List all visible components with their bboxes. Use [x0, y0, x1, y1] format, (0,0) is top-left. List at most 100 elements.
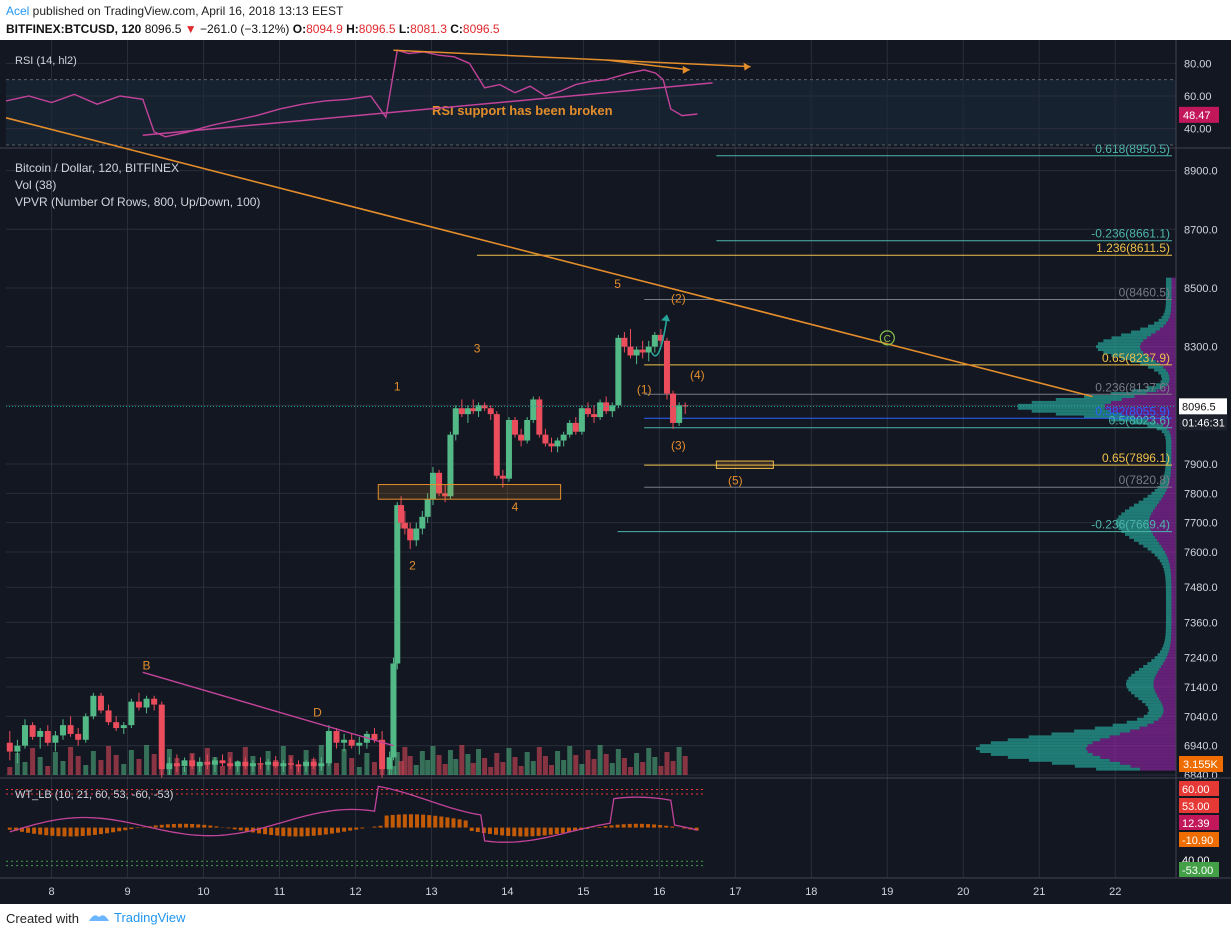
x-tick-label: 12 — [349, 886, 361, 898]
vpvr-up-bar — [1028, 735, 1110, 739]
vpvr-down-bar — [1100, 738, 1176, 742]
open-label: O: — [292, 22, 307, 36]
osc-histogram-bar — [487, 827, 492, 834]
symbol: BITFINEX:BTCUSD, 120 — [6, 22, 142, 36]
vpvr-down-bar — [1171, 289, 1176, 293]
vpvr-down-bar — [1169, 480, 1176, 484]
osc-badge-5 — [1179, 862, 1219, 877]
osc-histogram-bar — [524, 827, 529, 837]
change: −261.0 (−3.12%) — [199, 22, 290, 36]
candle-body — [204, 761, 211, 765]
vpvr-up-bar — [1165, 292, 1172, 296]
vpvr-up-bar — [1154, 368, 1167, 372]
candle-body — [257, 763, 264, 765]
author-link[interactable]: Acel — [6, 4, 30, 18]
vpvr-up-bar — [1165, 620, 1172, 624]
rsi-arrow-icon — [743, 62, 751, 71]
vpvr-down-bar — [1140, 345, 1176, 349]
candle-body — [196, 761, 203, 767]
vpvr-up-bar — [1164, 309, 1171, 313]
candle-body — [348, 739, 355, 746]
vpvr-down-bar — [1161, 544, 1176, 548]
vpvr-down-bar — [1170, 474, 1176, 478]
vpvr-up-bar — [1031, 409, 1112, 413]
candle-body — [566, 422, 573, 435]
vpvr-up-bar — [1110, 418, 1147, 422]
vpvr-down-bar — [1166, 368, 1176, 372]
osc-histogram-bar — [287, 827, 292, 837]
osc-histogram-bar — [111, 827, 116, 833]
vpvr-down-bar — [1100, 755, 1176, 759]
candle-body — [303, 761, 310, 767]
vpvr-down-bar — [1120, 761, 1176, 765]
chart-canvas[interactable]: 80.00 60.00 40.00 RSI (14, hl2) RSI support … — [0, 40, 1231, 904]
vpvr-down-bar — [1171, 591, 1176, 595]
candle-body — [676, 405, 683, 423]
vpvr-up-bar — [1055, 412, 1122, 416]
wave-label: (3) — [671, 438, 686, 452]
osc-line — [9, 785, 698, 843]
vpvr-up-bar — [1138, 500, 1160, 504]
vpvr-down-bar — [1087, 744, 1176, 748]
candle-body — [371, 733, 378, 740]
osc-histogram-bar — [86, 827, 91, 836]
vpvr-up-bar — [1165, 615, 1172, 619]
tradingview-link[interactable]: TradingView — [88, 910, 186, 926]
osc-histogram-bar — [263, 827, 268, 835]
x-tick-label: 15 — [577, 886, 589, 898]
osc-histogram-bar — [621, 824, 626, 828]
created-with: Created with — [6, 911, 79, 926]
vpvr-up-bar — [1165, 307, 1172, 310]
candle-body — [211, 760, 218, 765]
candle-body — [597, 402, 604, 418]
candle-body — [633, 349, 640, 356]
candle-body — [44, 730, 51, 743]
vpvr-up-bar — [1142, 700, 1161, 704]
vpvr-up-bar — [1154, 321, 1167, 325]
vpvr-down-bar — [1163, 494, 1176, 498]
vpvr-up-bar — [1161, 315, 1170, 319]
vpvr-down-bar — [1171, 465, 1176, 469]
vpvr-up-bar — [1143, 497, 1162, 501]
volume-bar — [524, 752, 530, 775]
published-text: published on TradingView.com, April 16, … — [29, 4, 344, 18]
rsi-annotation: RSI support has been broken — [432, 103, 613, 118]
vpvr-up-bar — [1165, 465, 1172, 469]
wave-label: (2) — [671, 292, 686, 306]
osc-histogram-bar — [469, 827, 474, 832]
vpvr-down-bar — [1163, 662, 1176, 665]
osc-histogram-bar — [299, 827, 304, 837]
osc-histogram-bar — [639, 823, 644, 828]
price-tick-label: 8500.0 — [1184, 283, 1218, 295]
vpvr-down-bar — [1159, 327, 1176, 331]
osc-histogram-bar — [165, 824, 170, 828]
vpvr-down-bar — [1171, 609, 1176, 613]
vpvr-up-bar — [1165, 280, 1172, 284]
vpvr-down-bar — [1158, 717, 1176, 721]
osc-histogram-bar — [542, 827, 547, 836]
vpvr-up-bar — [1164, 641, 1171, 645]
vpvr-down-bar — [1169, 377, 1176, 381]
candle-body — [75, 733, 82, 740]
vpvr-up-bar — [1164, 638, 1171, 642]
osc-histogram-bar — [202, 824, 207, 828]
vpvr-down-bar — [1171, 307, 1176, 310]
candle-body — [341, 739, 348, 743]
vpvr-down-bar — [1170, 641, 1176, 645]
volume-bar — [413, 765, 419, 775]
osc-histogram-bar — [275, 827, 280, 836]
vpvr-up-bar — [1147, 494, 1164, 498]
vpvr-down-bar — [1159, 541, 1176, 545]
vpvr-up-bar — [1121, 356, 1152, 360]
rsi-value-label: 48.47 — [1183, 110, 1211, 122]
osc-histogram-bar — [214, 826, 219, 828]
wave-label: 1 — [394, 380, 401, 394]
osc-histogram-bar — [506, 827, 511, 836]
volume-bar — [652, 757, 658, 775]
osc-histogram-bar — [408, 814, 413, 828]
vpvr-up-bar — [1165, 574, 1172, 577]
vpvr-down-bar — [1171, 301, 1176, 305]
vpvr-up-bar — [1017, 403, 1105, 407]
price-tick-label: 7900.0 — [1184, 459, 1218, 471]
vpvr-down-bar — [1085, 747, 1176, 751]
